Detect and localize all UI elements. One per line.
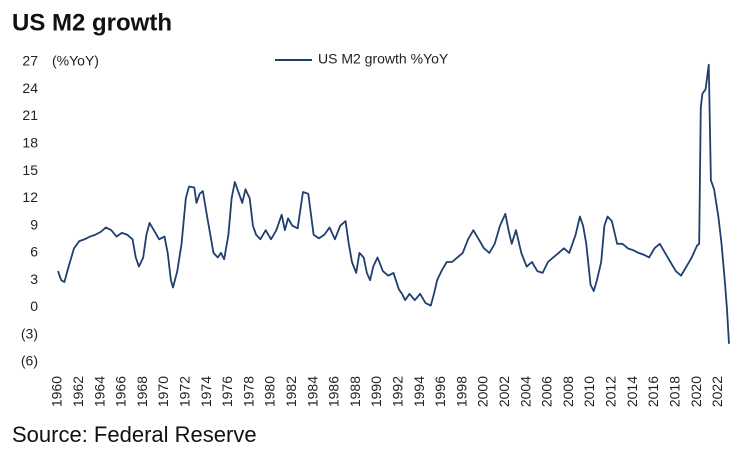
x-tick-label: 1978: [240, 376, 256, 407]
legend-label: US M2 growth %YoY: [318, 51, 449, 67]
y-axis-label: (%YoY): [52, 53, 99, 69]
x-tick-label: 1960: [49, 376, 65, 407]
y-tick-label: 18: [22, 135, 38, 151]
y-tick-label: 0: [30, 298, 38, 314]
x-tick-label: 2010: [581, 376, 597, 407]
y-tick-label: 24: [22, 80, 38, 96]
x-tick-label: 1994: [411, 376, 427, 407]
x-tick-label: 1966: [113, 376, 129, 407]
x-tick-label: 1992: [390, 376, 406, 407]
x-tick-label: 1982: [283, 376, 299, 407]
y-tick-label: 6: [30, 244, 38, 260]
x-tick-label: 1970: [155, 376, 171, 407]
x-tick-label: 2012: [603, 376, 619, 407]
source: Source: Federal Reserve: [12, 422, 257, 447]
x-tick-label: 2022: [709, 376, 725, 407]
x-tick-label: 1984: [304, 376, 320, 407]
x-tick-label: 2004: [517, 376, 533, 407]
x-tick-label: 1964: [91, 376, 107, 407]
x-tick-label: 1990: [368, 376, 384, 407]
x-tick-label: 1972: [177, 376, 193, 407]
x-tick-label: 1986: [326, 376, 342, 407]
y-tick-label: (6): [21, 353, 38, 369]
x-tick-label: 1976: [219, 376, 235, 407]
x-tick-label: 1996: [432, 376, 448, 407]
y-tick-label: 27: [22, 53, 38, 69]
x-tick-label: 2008: [560, 376, 576, 407]
chart-title: US M2 growth: [12, 9, 172, 36]
y-tick-label: 12: [22, 189, 38, 205]
x-tick-label: 2018: [666, 376, 682, 407]
x-tick-label: 2006: [539, 376, 555, 407]
x-tick-label: 2020: [688, 376, 704, 407]
data-line: [57, 63, 730, 344]
x-tick-label: 1962: [70, 376, 86, 407]
x-tick-label: 1968: [134, 376, 150, 407]
y-tick-label: 3: [30, 271, 38, 287]
x-tick-label: 2016: [645, 376, 661, 407]
x-tick-label: 1974: [198, 376, 214, 407]
x-tick-label: 2002: [496, 376, 512, 407]
y-tick-label: 9: [30, 216, 38, 232]
y-tick-label: (3): [21, 325, 38, 341]
x-tick-label: 1980: [262, 376, 278, 407]
x-tick-label: 1998: [453, 376, 469, 407]
y-tick-label: 21: [22, 107, 38, 123]
y-tick-label: 15: [22, 162, 38, 178]
x-tick-label: 1988: [347, 376, 363, 407]
x-tick-label: 2014: [624, 376, 640, 407]
x-tick-label: 2000: [475, 376, 491, 407]
